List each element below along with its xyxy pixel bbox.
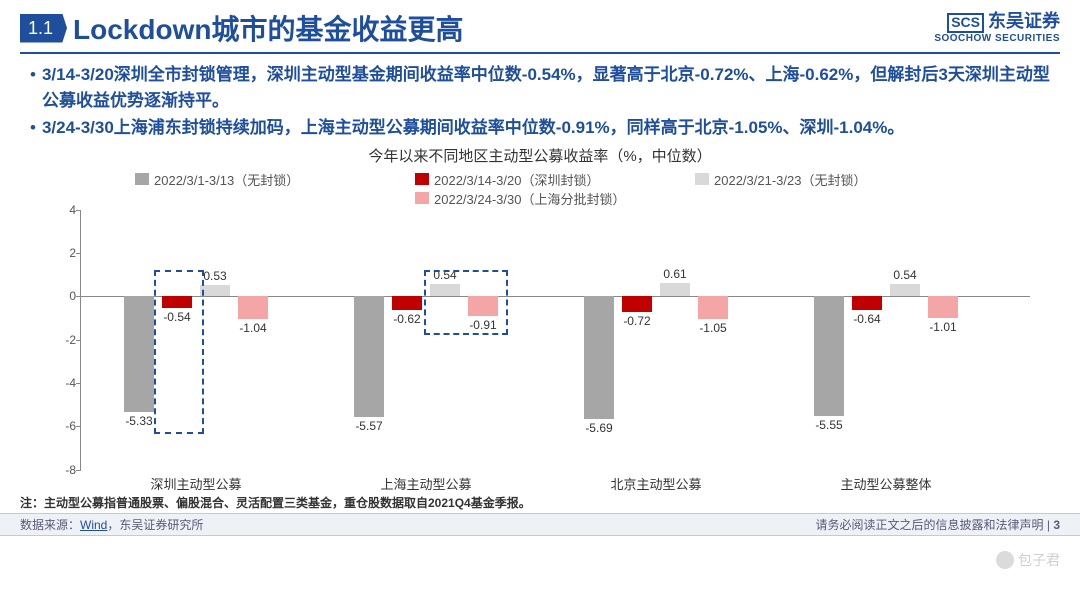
- logo-en: SOOCHOW SECURITIES: [934, 33, 1060, 44]
- bar: [124, 296, 154, 411]
- legend-swatch: [135, 173, 149, 185]
- bar: [698, 296, 728, 319]
- legend-item: 2022/3/1-3/13（无封锁）: [135, 170, 385, 189]
- chart-note-text: 注：主动型公募指普通股票、偏股混合、灵活配置三类基金，重仓股数据取自2021Q4…: [20, 496, 531, 510]
- bar-value-label: 0.61: [650, 267, 700, 281]
- highlight-box: [424, 270, 508, 335]
- chart-legend: 2022/3/1-3/13（无封锁）2022/3/14-3/20（深圳封锁）20…: [40, 170, 1040, 208]
- page-number: 3: [1053, 518, 1060, 532]
- chart-title: 今年以来不同地区主动型公募收益率（%，中位数）: [40, 145, 1040, 166]
- brand-logo: SCS东吴证券 SOOCHOW SECURITIES: [934, 12, 1060, 43]
- bar-value-label: 0.54: [880, 268, 930, 282]
- x-axis-label: 上海主动型公募: [380, 474, 471, 493]
- y-tick: 2: [69, 246, 76, 260]
- bar: [852, 296, 882, 310]
- legend-swatch: [695, 173, 709, 185]
- bullet-list: •3/14-3/20深圳全市封锁管理，深圳主动型基金期间收益率中位数-0.54%…: [30, 62, 1050, 141]
- y-tick: -4: [65, 376, 76, 390]
- bar: [238, 296, 268, 319]
- legend-label: 2022/3/24-3/30（上海分批封锁）: [434, 189, 625, 208]
- y-tick: -6: [65, 419, 76, 433]
- bar-value-label: -0.72: [612, 314, 662, 328]
- legend-label: 2022/3/1-3/13（无封锁）: [154, 170, 299, 189]
- x-axis-label: 深圳主动型公募: [150, 474, 241, 493]
- footer-source: 数据来源：Wind，东吴证券研究所: [20, 516, 203, 533]
- logo-scs: SCS: [947, 13, 984, 32]
- bar: [354, 296, 384, 417]
- bar: [660, 283, 690, 296]
- y-tick: -2: [65, 333, 76, 347]
- y-tick: -8: [65, 463, 76, 477]
- x-axis-label: 北京主动型公募: [610, 474, 701, 493]
- legend-swatch: [415, 192, 429, 204]
- legend-item: 2022/3/14-3/20（深圳封锁）: [415, 170, 665, 189]
- bar: [392, 296, 422, 309]
- bar-value-label: -1.05: [688, 321, 738, 335]
- bar-value-label: -1.04: [228, 321, 278, 335]
- y-axis: -8-6-4-2024: [50, 210, 80, 490]
- bar-value-label: -5.69: [574, 421, 624, 435]
- logo-cn: 东吴证券: [988, 11, 1060, 31]
- bullet-2: •3/24-3/30上海浦东封锁持续加码，上海主动型公募期间收益率中位数-0.9…: [30, 115, 1050, 141]
- bar: [814, 296, 844, 416]
- bar-value-label: -1.01: [918, 320, 968, 334]
- watermark-text: 包子君: [1018, 550, 1060, 570]
- footer-disclaimer: 请务必阅读正文之后的信息披露和法律声明 | 3: [816, 516, 1061, 533]
- highlight-box: [154, 270, 204, 434]
- legend-swatch: [415, 173, 429, 185]
- chart-area: -8-6-4-2024 -5.33-0.540.53-1.04深圳主动型公募-5…: [80, 210, 1030, 490]
- bullet-1-text: 3/14-3/20深圳全市封锁管理，深圳主动型基金期间收益率中位数-0.54%，…: [42, 62, 1050, 113]
- bar-value-label: -0.64: [842, 312, 892, 326]
- legend-item: 2022/3/21-3/23（无封锁）: [695, 170, 945, 189]
- plot-area: -5.33-0.540.53-1.04深圳主动型公募-5.57-0.620.54…: [80, 210, 1030, 470]
- bar: [200, 285, 230, 296]
- source-suffix: ，东吴证券研究所: [107, 518, 203, 532]
- y-tick: 0: [69, 289, 76, 303]
- source-prefix: 数据来源：: [20, 518, 80, 532]
- bar-value-label: -5.55: [804, 418, 854, 432]
- legend-label: 2022/3/21-3/23（无封锁）: [714, 170, 866, 189]
- bar: [584, 296, 614, 419]
- bar: [928, 296, 958, 318]
- source-link[interactable]: Wind: [80, 518, 107, 532]
- watermark: 包子君: [996, 550, 1060, 570]
- legend-item: 2022/3/24-3/30（上海分批封锁）: [415, 189, 665, 208]
- footer: 数据来源：Wind，东吴证券研究所 请务必阅读正文之后的信息披露和法律声明 | …: [0, 513, 1080, 536]
- header: 1.1 Lockdown城市的基金收益更高 SCS东吴证券 SOOCHOW SE…: [20, 0, 1060, 54]
- bullet-1: •3/14-3/20深圳全市封锁管理，深圳主动型基金期间收益率中位数-0.54%…: [30, 62, 1050, 113]
- bar: [890, 284, 920, 296]
- bullet-2-text: 3/24-3/30上海浦东封锁持续加码，上海主动型公募期间收益率中位数-0.91…: [42, 115, 904, 141]
- x-axis-label: 主动型公募整体: [840, 474, 931, 493]
- wechat-icon: [996, 551, 1014, 569]
- y-tick: 4: [69, 203, 76, 217]
- chart-note: 注：主动型公募指普通股票、偏股混合、灵活配置三类基金，重仓股数据取自2021Q4…: [20, 494, 1060, 511]
- page-title: Lockdown城市的基金收益更高: [73, 8, 934, 48]
- section-badge: 1.1: [20, 14, 67, 43]
- disclaimer-text: 请务必阅读正文之后的信息披露和法律声明: [816, 518, 1044, 532]
- bar: [622, 296, 652, 312]
- legend-label: 2022/3/14-3/20（深圳封锁）: [434, 170, 599, 189]
- chart: 今年以来不同地区主动型公募收益率（%，中位数） 2022/3/1-3/13（无封…: [40, 145, 1040, 490]
- bar-value-label: -5.57: [344, 419, 394, 433]
